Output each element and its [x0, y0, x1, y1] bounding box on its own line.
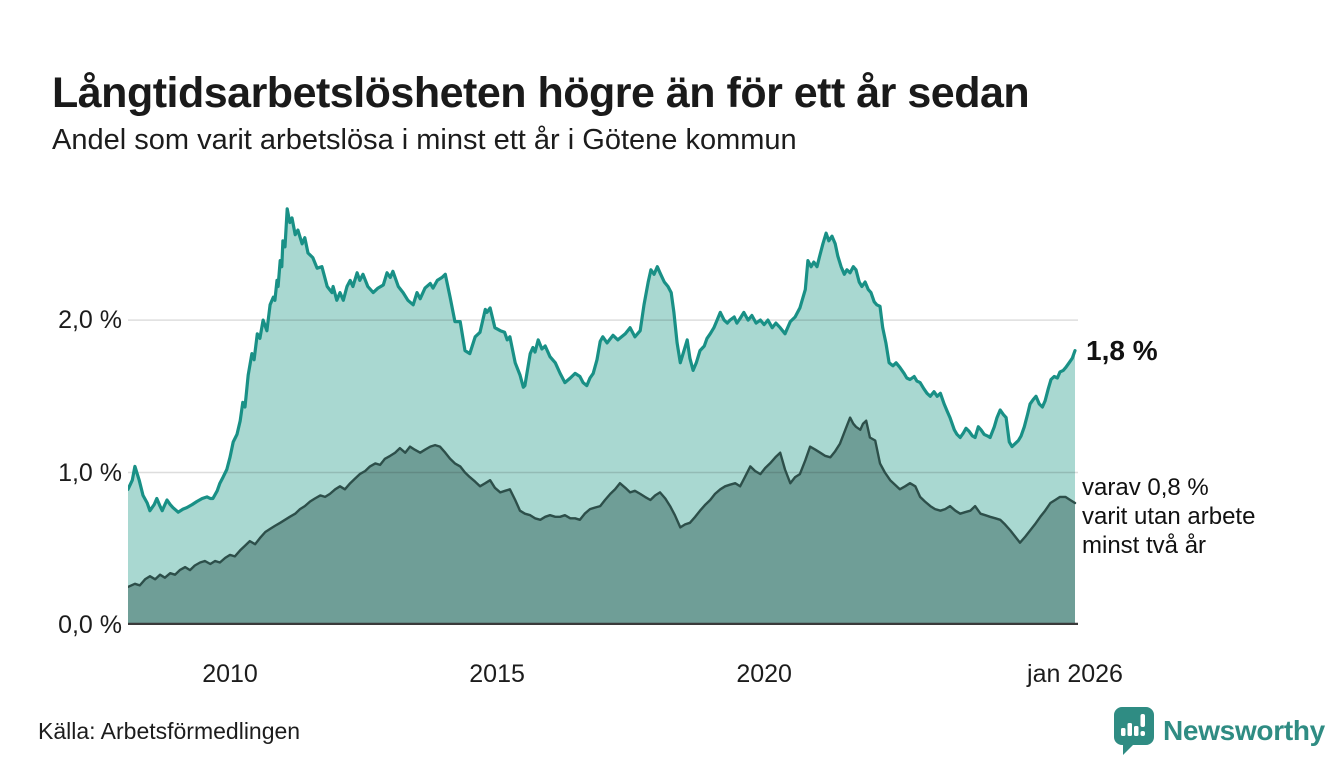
- subset-annotation-line-1: varav 0,8 %: [1082, 474, 1209, 501]
- subset-annotation-line-3: minst två år: [1082, 532, 1207, 559]
- latest-value-label: 1,8 %: [1086, 335, 1158, 366]
- source-credit: Källa: Arbetsförmedlingen: [38, 718, 301, 744]
- chart-subtitle: Andel som varit arbetslösa i minst ett å…: [52, 124, 797, 156]
- x-axis-tick-2015: 2015: [469, 660, 525, 688]
- x-axis-tick-2010: 2010: [202, 660, 258, 688]
- speech-bubble-bar-chart-icon: [1113, 706, 1155, 756]
- area-chart: [128, 207, 1078, 625]
- x-axis-tick-2020: 2020: [736, 660, 792, 688]
- subset-annotation: varav 0,8 % varit utan arbete minst två …: [1082, 473, 1255, 560]
- brand-name: Newsworthy: [1163, 715, 1325, 746]
- y-axis-tick-2: 2,0 %: [58, 306, 122, 335]
- x-axis-tick-jan-2026: jan 2026: [1027, 660, 1123, 688]
- y-axis-tick-1: 1,0 %: [58, 458, 122, 487]
- page-title: Långtidsarbetslösheten högre än för ett …: [52, 68, 1030, 117]
- newsworthy-logo[interactable]: Newsworthy: [1113, 706, 1325, 756]
- subset-annotation-line-2: varit utan arbete: [1082, 503, 1256, 530]
- y-axis-tick-0: 0,0 %: [58, 611, 122, 639]
